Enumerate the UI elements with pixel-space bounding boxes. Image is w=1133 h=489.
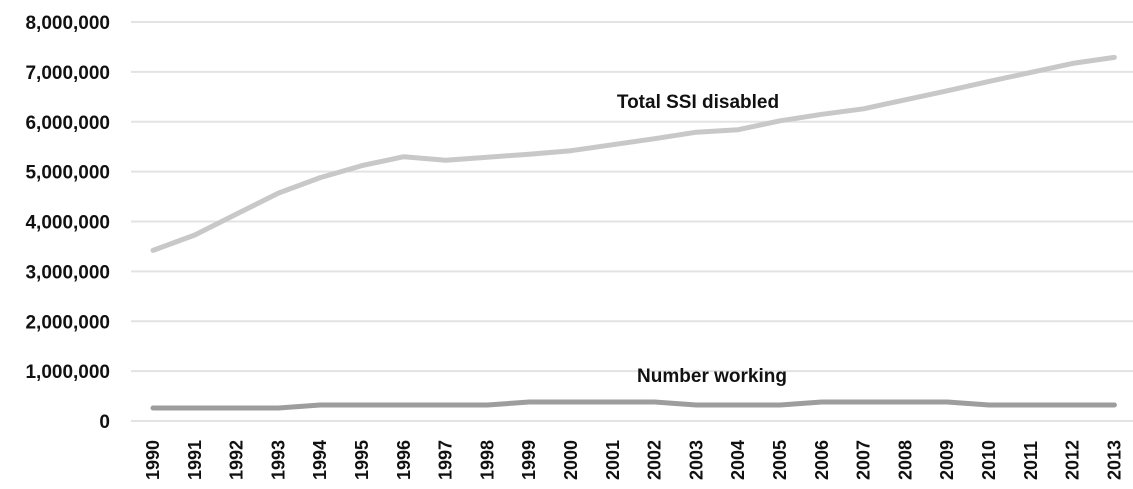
x-tick-label: 2007 bbox=[854, 440, 874, 480]
x-tick-label: 2006 bbox=[812, 440, 832, 480]
series-line-total-ssi-disabled bbox=[150, 54, 1117, 253]
y-tick-label: 4,000,000 bbox=[25, 213, 110, 234]
y-tick-label: 3,000,000 bbox=[25, 262, 110, 283]
y-tick-label: 1,000,000 bbox=[25, 362, 110, 383]
x-tick-label: 2013 bbox=[1104, 440, 1124, 480]
x-tick-label: 2005 bbox=[770, 440, 790, 480]
series-label-total-ssi-disabled: Total SSI disabled bbox=[617, 92, 779, 113]
y-tick-label: 0 bbox=[99, 412, 110, 433]
y-tick-label: 7,000,000 bbox=[25, 63, 110, 84]
series-label-number-working: Number working bbox=[637, 366, 787, 387]
x-tick-label: 2010 bbox=[979, 440, 999, 480]
x-tick-label: 1995 bbox=[352, 440, 372, 480]
x-tick-label: 2003 bbox=[686, 440, 706, 480]
series-line-number-working bbox=[150, 399, 1117, 411]
x-tick-label: 2011 bbox=[1021, 441, 1041, 480]
x-tick-label: 1992 bbox=[227, 440, 247, 480]
y-tick-label: 5,000,000 bbox=[25, 163, 110, 184]
x-tick-label: 1990 bbox=[143, 440, 163, 480]
x-tick-label: 2002 bbox=[645, 440, 665, 480]
y-tick-label: 6,000,000 bbox=[25, 113, 110, 134]
x-tick-label: 2004 bbox=[728, 440, 748, 480]
x-tick-label: 1996 bbox=[394, 440, 414, 480]
series-lines bbox=[150, 54, 1117, 411]
x-tick-label: 1998 bbox=[477, 440, 497, 480]
x-tick-label: 1991 bbox=[185, 440, 205, 480]
x-tick-label: 2012 bbox=[1063, 440, 1083, 480]
x-tick-label: 1994 bbox=[310, 440, 330, 480]
y-tick-label: 2,000,000 bbox=[25, 312, 110, 333]
x-tick-label: 2001 bbox=[603, 440, 623, 480]
x-tick-label: 2008 bbox=[895, 440, 915, 480]
x-tick-label: 2009 bbox=[937, 440, 957, 480]
y-tick-label: 8,000,000 bbox=[25, 13, 110, 34]
x-tick-label: 2000 bbox=[561, 440, 581, 480]
x-axis-tick-labels: 1990 1991 1992 1993 1994 1995 1996 1997 1998 1999… bbox=[143, 440, 1124, 480]
x-tick-label: 1993 bbox=[268, 440, 288, 480]
y-axis-tick-labels: 0 1,000,000 2,000,000 3,000,000 4,000,000 5,0… bbox=[25, 13, 110, 433]
x-tick-label: 1999 bbox=[519, 440, 539, 480]
x-tick-label: 1997 bbox=[436, 440, 456, 480]
grid-lines bbox=[131, 21, 1133, 422]
